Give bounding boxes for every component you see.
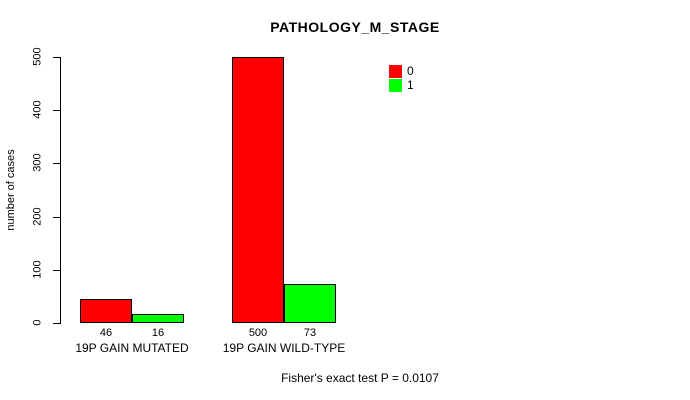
bar-19p-gain-mutated-series-0 bbox=[80, 299, 132, 323]
y-tick-label-0: 0 bbox=[31, 319, 44, 326]
y-tick-mark-0 bbox=[53, 323, 60, 324]
bar-19p-gain-mutated-series-1 bbox=[132, 314, 184, 323]
legend-label-1: 1 bbox=[407, 78, 414, 92]
y-tick-label-400: 400 bbox=[31, 100, 44, 119]
x-category-label-0: 19P GAIN MUTATED bbox=[75, 341, 189, 355]
legend-swatch-red bbox=[389, 64, 402, 78]
y-tick-mark-200 bbox=[53, 217, 60, 218]
bar-value-label: 46 bbox=[99, 327, 113, 339]
legend-entry-0: 0 bbox=[389, 64, 414, 78]
legend-label-0: 0 bbox=[407, 64, 414, 78]
y-axis-label: number of cases bbox=[5, 149, 17, 231]
y-tick-mark-400 bbox=[53, 110, 60, 111]
stat-annotation: Fisher's exact test P = 0.0107 bbox=[281, 371, 439, 385]
bar-19p-gain-wild-type-series-1 bbox=[284, 284, 336, 323]
y-tick-label-200: 200 bbox=[31, 207, 44, 226]
y-tick-label-300: 300 bbox=[31, 153, 44, 172]
bar-19p-gain-wild-type-series-0 bbox=[232, 57, 284, 323]
y-tick-mark-100 bbox=[53, 270, 60, 271]
legend: 0 1 bbox=[389, 64, 414, 92]
y-tick-label-100: 100 bbox=[31, 260, 44, 279]
y-tick-label-500: 500 bbox=[31, 47, 44, 66]
x-category-label-1: 19P GAIN WILD-TYPE bbox=[222, 341, 346, 355]
y-tick-mark-500 bbox=[53, 57, 60, 58]
bar-value-label: 73 bbox=[303, 327, 317, 339]
y-tick-mark-300 bbox=[53, 163, 60, 164]
bar-value-label: 16 bbox=[151, 327, 165, 339]
chart-title: PATHOLOGY_M_STAGE bbox=[270, 19, 440, 35]
legend-entry-1: 1 bbox=[389, 78, 414, 92]
bar-value-label: 500 bbox=[248, 327, 268, 339]
y-axis-line bbox=[60, 57, 61, 324]
legend-swatch-green bbox=[389, 78, 402, 92]
